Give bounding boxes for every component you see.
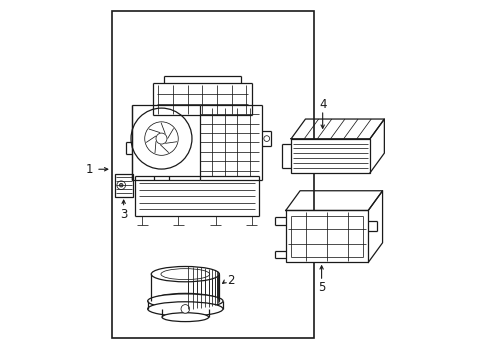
Circle shape	[117, 181, 125, 189]
Text: 4: 4	[318, 98, 326, 111]
Bar	[112, 12, 314, 338]
Circle shape	[181, 305, 189, 313]
Circle shape	[156, 133, 166, 144]
Ellipse shape	[162, 313, 208, 321]
Text: 1: 1	[86, 163, 93, 176]
Ellipse shape	[147, 302, 223, 316]
Circle shape	[119, 183, 123, 187]
Text: 5: 5	[317, 281, 325, 294]
Text: 2: 2	[226, 274, 234, 287]
Bar	[290, 139, 369, 173]
Bar	[115, 174, 133, 197]
Ellipse shape	[147, 294, 223, 308]
Bar	[285, 211, 367, 262]
Text: 3: 3	[120, 208, 127, 221]
